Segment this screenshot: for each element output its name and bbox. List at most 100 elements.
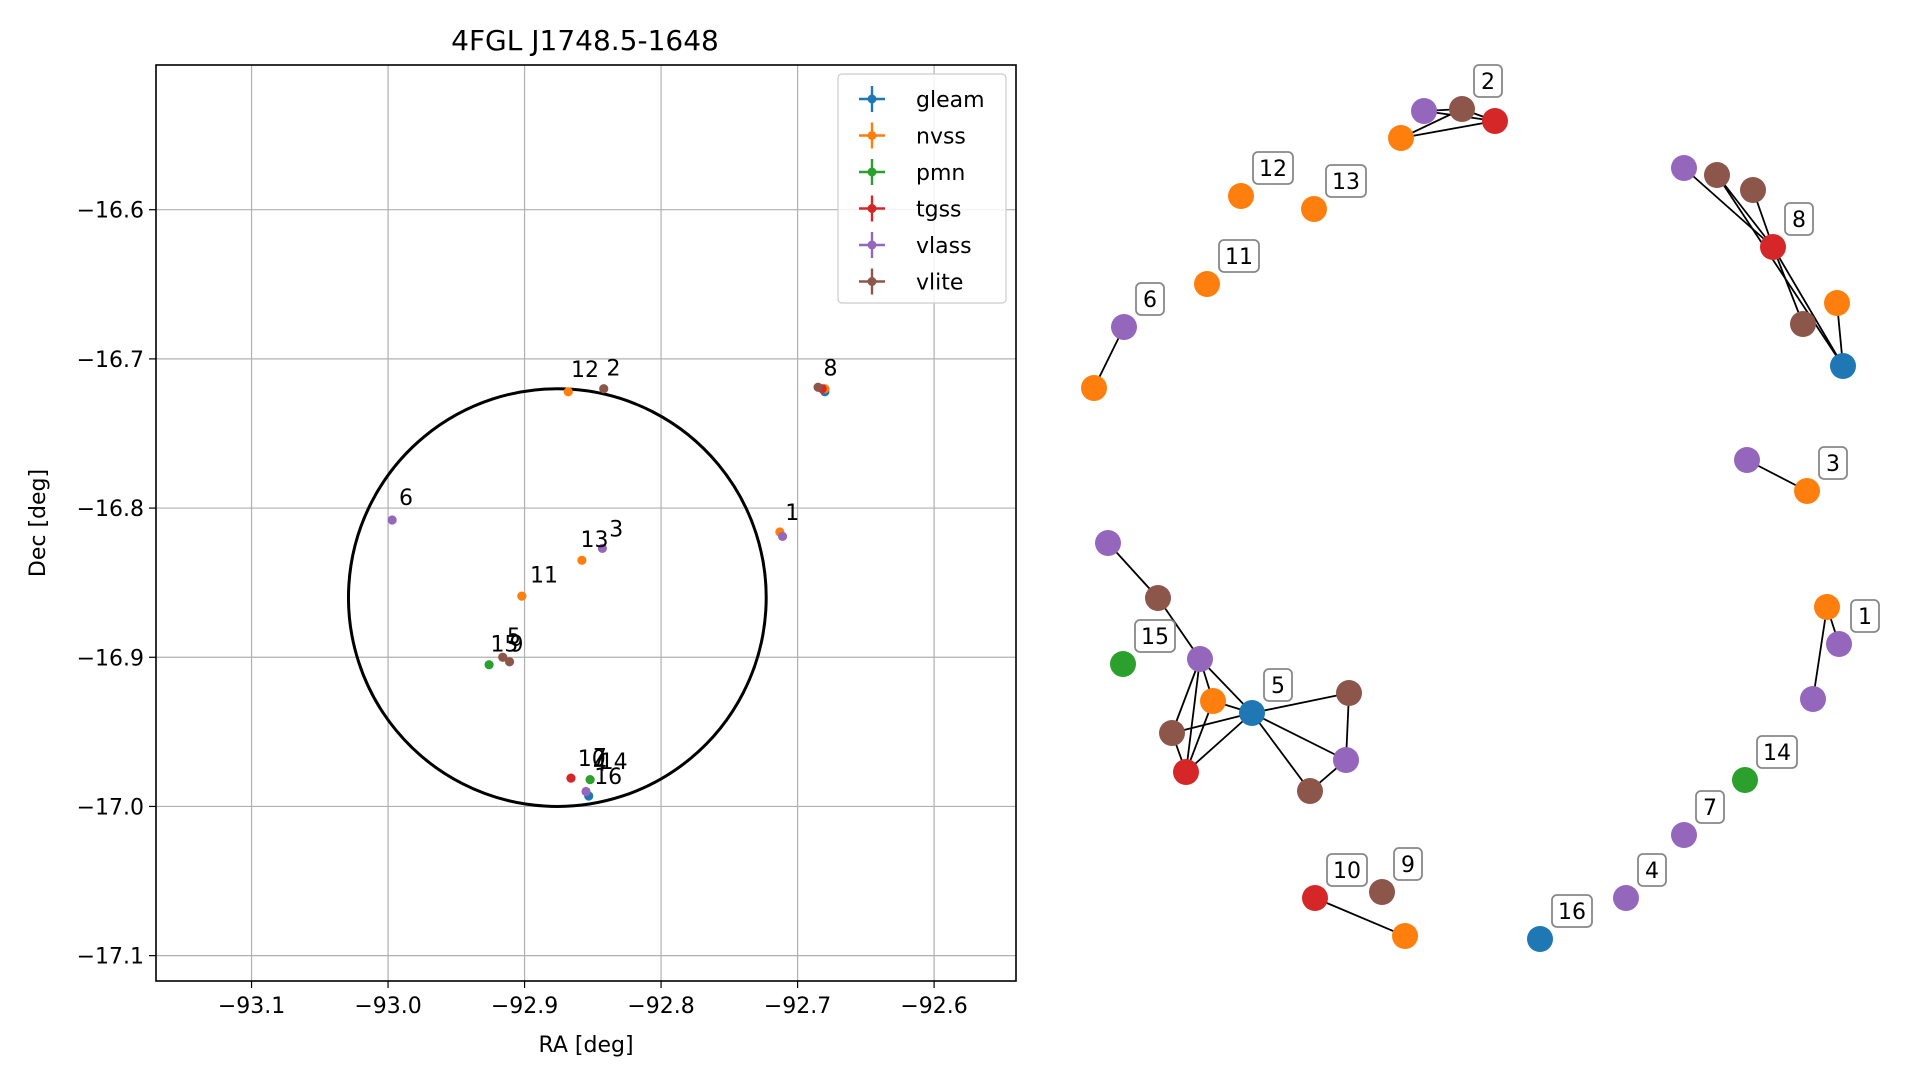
graph-node-vlass bbox=[1800, 686, 1826, 712]
point-label: 8 bbox=[824, 356, 838, 381]
node-label-box bbox=[1326, 853, 1368, 887]
legend-marker-vlite bbox=[867, 277, 877, 286]
graph-node-gleam bbox=[1527, 926, 1553, 952]
graph-edge bbox=[1171, 658, 1201, 734]
source-network-graph: 2 12 13 11 6 8 3 1 15 5 14 7 4 16 9 10 bbox=[1081, 64, 1880, 952]
x-ticks: −93.1 −93.0 −92.9 −92.8 −92.7 −92.6 bbox=[218, 981, 968, 1019]
x-tick-label: −93.0 bbox=[354, 994, 421, 1019]
graph-edge bbox=[1251, 712, 1311, 792]
legend: gleam nvss pmn tgss vlass vlite bbox=[837, 73, 1007, 304]
node-label: 13 bbox=[1332, 170, 1360, 195]
edges-layer bbox=[1093, 108, 1844, 937]
graph-node-tgss bbox=[1173, 759, 1199, 785]
points-layer bbox=[387, 382, 830, 801]
node-label: 5 bbox=[1271, 674, 1285, 699]
point-vlass bbox=[597, 543, 607, 553]
graph-node-nvss bbox=[1824, 290, 1850, 316]
graph-node-tgss bbox=[1482, 108, 1508, 134]
legend-label-tgss: tgss bbox=[916, 198, 962, 223]
point-nvss bbox=[517, 591, 527, 601]
graph-node-vlass bbox=[1411, 98, 1437, 124]
graph-node-vlass bbox=[1671, 155, 1697, 181]
graph-node-vlite bbox=[1145, 585, 1171, 611]
node-label-box bbox=[1818, 446, 1848, 480]
graph-node-nvss bbox=[1194, 271, 1220, 297]
graph-edge bbox=[1716, 174, 1844, 367]
graph-node-pmn bbox=[1732, 767, 1758, 793]
point-vlass bbox=[581, 786, 591, 797]
x-tick-label: −92.7 bbox=[764, 994, 831, 1019]
point-vlass bbox=[387, 515, 397, 525]
node-label: 8 bbox=[1792, 208, 1806, 233]
graph-edge bbox=[1400, 120, 1496, 139]
node-label-box bbox=[1695, 790, 1725, 824]
graph-node-tgss bbox=[1760, 234, 1786, 260]
legend-label-vlite: vlite bbox=[916, 271, 963, 296]
graph-node-nvss bbox=[1814, 594, 1840, 620]
legend-marker-tgss bbox=[867, 204, 877, 213]
y-tick-label: −17.1 bbox=[77, 945, 144, 970]
graph-node-vlite bbox=[1297, 778, 1323, 804]
node-label: 2 bbox=[1481, 70, 1495, 95]
graph-node-nvss bbox=[1301, 196, 1327, 222]
plot-frame bbox=[155, 64, 1017, 982]
node-labels-layer: 2 12 13 11 6 8 3 1 15 5 14 7 4 16 9 10 bbox=[1134, 64, 1880, 928]
graph-edge bbox=[1185, 712, 1253, 773]
y-axis-label: Dec [deg] bbox=[26, 469, 51, 577]
graph-node-nvss bbox=[1228, 183, 1254, 209]
legend-marker-vlass bbox=[867, 240, 877, 250]
node-label-box bbox=[1325, 164, 1367, 198]
point-label: 14 bbox=[600, 750, 628, 775]
node-label: 11 bbox=[1225, 245, 1253, 270]
node-label-box bbox=[1263, 668, 1293, 702]
point-pmn bbox=[585, 774, 595, 785]
point-vlite bbox=[599, 384, 609, 394]
legend-marker-pmn bbox=[867, 167, 877, 177]
graph-node-nvss bbox=[1081, 375, 1107, 401]
node-label: 12 bbox=[1259, 157, 1287, 182]
x-tick-label: −92.9 bbox=[491, 994, 558, 1019]
legend-marker-gleam bbox=[867, 94, 877, 104]
y-tick-label: −16.8 bbox=[77, 497, 144, 522]
y-tick-label: −16.9 bbox=[77, 646, 144, 671]
point-vlite bbox=[504, 657, 515, 667]
node-label-box bbox=[1218, 239, 1260, 273]
point-tgss bbox=[566, 773, 576, 783]
node-label-box bbox=[1252, 151, 1294, 185]
x-tick-label: −92.6 bbox=[900, 994, 967, 1019]
graph-node-vlite bbox=[1369, 879, 1395, 905]
legend-label-gleam: gleam bbox=[916, 88, 985, 113]
point-label: 11 bbox=[530, 564, 558, 589]
point-label: 10 bbox=[578, 747, 606, 772]
legend-label-pmn: pmn bbox=[916, 161, 965, 186]
graph-node-vlite bbox=[1449, 96, 1475, 122]
graph-node-vlass bbox=[1187, 646, 1213, 672]
graph-node-vlite bbox=[1159, 720, 1185, 746]
node-label: 9 bbox=[1401, 853, 1415, 878]
graph-node-nvss bbox=[1794, 478, 1820, 504]
x-axis-label: RA [deg] bbox=[538, 1033, 633, 1058]
point-label: 5 bbox=[507, 625, 521, 650]
graph-node-vlite bbox=[1740, 177, 1766, 203]
graph-edge bbox=[1185, 658, 1201, 773]
point-label: 15 bbox=[490, 632, 518, 657]
point-pmn bbox=[484, 660, 494, 670]
point-label: 9 bbox=[510, 632, 524, 657]
x-tick-label: −92.8 bbox=[627, 994, 694, 1019]
point-label: 3 bbox=[609, 517, 623, 542]
graph-node-vlite bbox=[1790, 311, 1816, 337]
graph-node-nvss bbox=[1200, 688, 1226, 714]
graph-node-vlass bbox=[1333, 747, 1359, 773]
legend-label-nvss: nvss bbox=[916, 125, 966, 150]
node-label: 16 bbox=[1558, 900, 1586, 925]
graph-edge bbox=[1772, 246, 1844, 367]
node-label: 7 bbox=[1703, 796, 1717, 821]
graph-edge bbox=[1772, 246, 1804, 325]
point-vlass bbox=[777, 531, 788, 542]
graph-node-vlass bbox=[1671, 822, 1697, 848]
graph-node-vlass bbox=[1111, 314, 1137, 340]
node-label: 4 bbox=[1645, 859, 1659, 884]
node-label-box bbox=[1135, 282, 1165, 316]
